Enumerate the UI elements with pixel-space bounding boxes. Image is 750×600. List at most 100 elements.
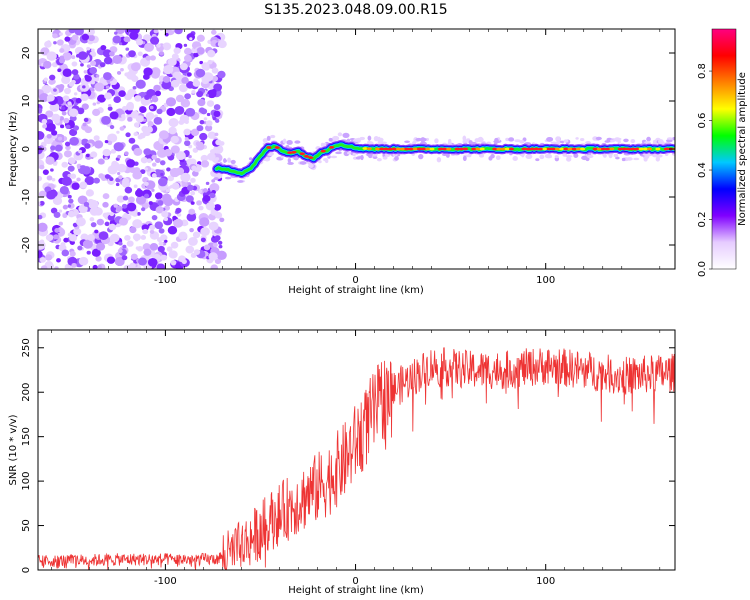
noise-speckle bbox=[117, 172, 121, 176]
noise-speckle bbox=[58, 209, 63, 213]
noise-speckle bbox=[107, 140, 113, 146]
noise-speckle bbox=[84, 75, 92, 82]
noise-speckle bbox=[183, 178, 189, 183]
colorbar-tick-label: 0.6 bbox=[697, 113, 708, 129]
noise-speckle bbox=[68, 108, 79, 117]
noise-speckle bbox=[166, 107, 176, 117]
halo-speckle bbox=[346, 138, 351, 143]
ridge-core bbox=[404, 147, 410, 151]
noise-speckle bbox=[188, 208, 196, 215]
noise-speckle bbox=[98, 231, 109, 240]
halo-speckle bbox=[308, 163, 314, 168]
noise-speckle bbox=[200, 227, 210, 236]
halo-speckle bbox=[579, 137, 585, 142]
noise-speckle bbox=[62, 189, 69, 195]
noise-speckle bbox=[68, 29, 76, 34]
noise-speckle bbox=[212, 242, 218, 248]
halo-speckle bbox=[478, 154, 485, 158]
x-tick-label: 100 bbox=[536, 275, 555, 286]
halo-speckle bbox=[213, 177, 219, 181]
halo-speckle bbox=[642, 152, 650, 156]
noise-speckle bbox=[75, 97, 82, 104]
ridge-core bbox=[299, 152, 305, 156]
noise-speckle bbox=[166, 246, 173, 252]
ridge-core bbox=[328, 145, 335, 149]
halo-speckle bbox=[550, 141, 558, 144]
spectrogram-y-ticks: -20 -10 0 10 20 bbox=[21, 47, 675, 253]
snr-y-ticks: 0 50 100 150 200 250 bbox=[21, 338, 675, 573]
halo-speckle bbox=[392, 153, 398, 157]
halo-speckle bbox=[404, 140, 410, 144]
halo-speckle bbox=[299, 161, 307, 165]
noise-speckle bbox=[218, 244, 223, 249]
noise-speckle bbox=[200, 160, 210, 168]
noise-speckle bbox=[121, 255, 128, 261]
ridge-core bbox=[421, 147, 427, 151]
noise-speckle bbox=[125, 103, 135, 111]
noise-speckle bbox=[124, 186, 133, 194]
noise-speckle bbox=[114, 31, 118, 35]
halo-speckle bbox=[347, 151, 351, 155]
noise-speckle bbox=[147, 257, 158, 267]
noise-speckle bbox=[151, 162, 157, 167]
noise-speckle bbox=[136, 211, 141, 216]
noise-speckle bbox=[68, 81, 75, 87]
ridge-core bbox=[609, 147, 615, 151]
noise-speckle bbox=[38, 175, 43, 182]
noise-speckle bbox=[171, 137, 176, 142]
halo-speckle bbox=[215, 157, 220, 161]
noise-speckle bbox=[38, 190, 47, 198]
spectrogram-x-axis-label: Height of straight line (km) bbox=[288, 285, 424, 296]
colorbar-frame bbox=[711, 28, 737, 270]
noise-speckle bbox=[118, 241, 123, 246]
noise-speckle bbox=[117, 154, 122, 159]
noise-speckle bbox=[186, 184, 194, 191]
noise-speckle bbox=[82, 122, 87, 127]
noise-speckle bbox=[203, 117, 208, 121]
noise-speckle bbox=[170, 145, 180, 154]
noise-speckle bbox=[113, 203, 118, 208]
halo-speckle bbox=[546, 155, 553, 159]
halo-speckle bbox=[665, 139, 673, 143]
colorbar-tick-label: 0.0 bbox=[697, 261, 708, 277]
halo-speckle bbox=[382, 156, 388, 160]
noise-speckle bbox=[154, 192, 163, 200]
noise-speckle bbox=[116, 71, 122, 75]
noise-speckle bbox=[42, 60, 52, 69]
noise-speckle bbox=[192, 79, 201, 87]
noise-speckle bbox=[149, 224, 156, 231]
noise-speckle bbox=[215, 118, 220, 123]
halo-speckle bbox=[462, 155, 467, 161]
halo-speckle bbox=[462, 139, 467, 144]
halo-speckle bbox=[380, 141, 387, 145]
noise-speckle bbox=[83, 53, 89, 58]
halo-speckle bbox=[613, 153, 619, 158]
y-tick-label: 20 bbox=[21, 47, 32, 60]
noise-speckle bbox=[139, 132, 146, 139]
noise-speckle bbox=[134, 95, 142, 102]
noise-speckle bbox=[213, 83, 223, 92]
noise-speckle bbox=[167, 225, 178, 235]
noise-speckle bbox=[67, 101, 72, 106]
halo-speckle bbox=[490, 154, 495, 159]
noise-speckle bbox=[190, 190, 196, 196]
noise-speckle bbox=[192, 231, 201, 239]
noise-speckle bbox=[81, 33, 90, 41]
noise-speckle bbox=[109, 177, 114, 181]
noise-speckle bbox=[181, 98, 185, 102]
noise-speckle bbox=[207, 59, 213, 65]
noise-speckle bbox=[51, 113, 61, 122]
noise-speckle bbox=[161, 210, 169, 218]
halo-speckle bbox=[231, 160, 236, 164]
ridge-core bbox=[496, 147, 502, 151]
noise-speckle bbox=[201, 62, 210, 70]
noise-speckle bbox=[217, 70, 226, 79]
noise-speckle bbox=[154, 90, 162, 97]
noise-speckle bbox=[135, 38, 144, 46]
noise-speckle bbox=[124, 151, 129, 156]
noise-speckle bbox=[70, 173, 77, 179]
halo-speckle bbox=[514, 139, 521, 143]
noise-speckle bbox=[105, 85, 110, 89]
ridge-core bbox=[626, 147, 632, 151]
noise-speckle bbox=[54, 227, 60, 233]
